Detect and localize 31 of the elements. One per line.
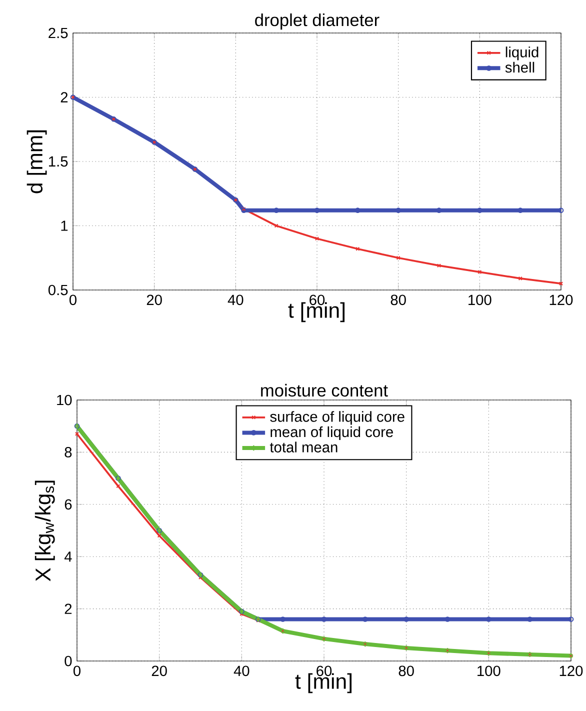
y-tick-label: 0.5 [48, 284, 68, 296]
legend-label: liquid [506, 46, 538, 60]
y-tick-label: 2.5 [48, 28, 68, 38]
x-tick-label: 40 [234, 666, 250, 676]
x-tick-label: 80 [398, 666, 414, 676]
x-tick-label: 0 [73, 666, 80, 676]
y-tick-label: 6 [64, 499, 72, 510]
legend-label: total mean [270, 442, 338, 452]
legend-label: mean of liquid core [270, 426, 393, 440]
chart-title: moisture content [261, 384, 388, 397]
y-axis-title: X [kg$_{w}$/kg$_{s}$] [34, 480, 55, 582]
y-tick-label: 0 [64, 656, 72, 666]
x-tick-label: 100 [478, 666, 500, 676]
legend-label: surface of liquid core [270, 411, 404, 425]
y-tick-label: 1 [61, 220, 68, 231]
chart-title: droplet diameter [255, 13, 380, 30]
y-tick-label: 10 [57, 394, 72, 406]
y-tick-label: 2 [60, 92, 68, 102]
y-tick-label: 2 [64, 604, 72, 614]
x-tick-label: 40 [228, 294, 244, 306]
x-tick-label: 20 [146, 294, 162, 306]
y-tick-label: 8 [64, 447, 72, 458]
y-axis-title: d [mm] [26, 130, 47, 194]
x-tick-label: 100 [468, 294, 492, 306]
x-tick-label: 120 [550, 294, 573, 306]
x-tick-label: 120 [560, 666, 583, 676]
legend-label: shell [505, 62, 534, 73]
y-tick-label: 1.5 [49, 156, 68, 167]
y-tick-label: 4 [64, 552, 72, 562]
x-tick-label: 20 [152, 666, 167, 676]
x-tick-label: 80 [390, 294, 406, 306]
